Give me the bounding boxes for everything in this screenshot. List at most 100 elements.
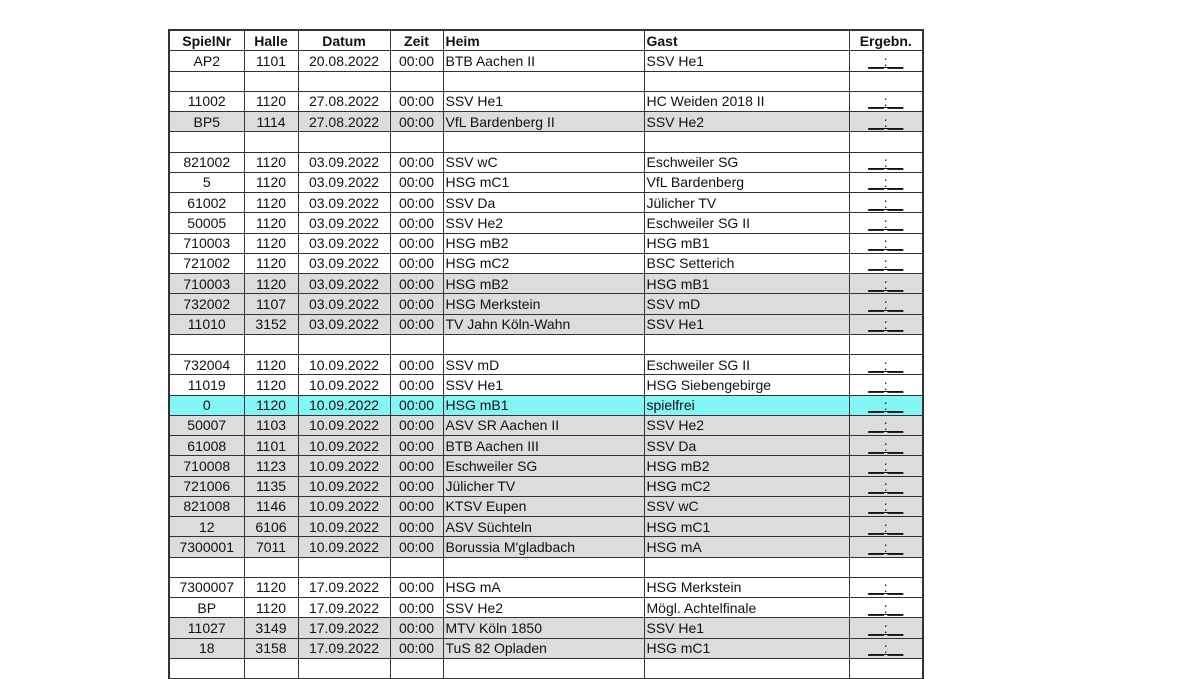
cell-datum: 10.09.2022	[297, 515, 391, 538]
table-row: 732004 1120 10.09.2022 00:00 SSV mD Eschweile…	[168, 353, 924, 376]
table-row: 7300001 7011 10.09.2022 00:00 Borussia M'gla…	[168, 536, 924, 558]
cell-halle: 1146	[243, 495, 299, 518]
cell-datum	[297, 70, 391, 92]
cell-ergebnis: __:__	[848, 495, 924, 518]
cell-heim: KTSV Eupen	[442, 495, 645, 518]
cell-heim: ASV SR Aachen II	[442, 414, 645, 437]
cell-gast: SSV mD	[643, 293, 850, 315]
cell-zeit	[389, 70, 444, 92]
cell-ergebnis: __:__	[848, 617, 924, 639]
cell-ergebnis: __:__	[848, 252, 924, 275]
cell-halle: 1120	[243, 272, 299, 295]
cell-ergebnis: __:__	[848, 536, 924, 558]
cell-datum: 10.09.2022	[297, 455, 391, 477]
cell-gast: HSG mA	[643, 536, 850, 558]
cell-heim	[442, 556, 645, 578]
cell-datum: 03.09.2022	[297, 191, 391, 214]
cell-datum: 27.08.2022	[297, 90, 391, 113]
cell-ergebnis: __:__	[848, 374, 924, 396]
table-row: 710003 1120 03.09.2022 00:00 HSG mB2 HSG mB1 _…	[168, 272, 924, 295]
cell-spielnr	[168, 131, 245, 153]
cell-spielnr: 710003	[168, 272, 245, 295]
cell-halle: 1114	[243, 110, 299, 133]
cell-gast: HSG mB2	[643, 455, 850, 477]
cell-heim: HSG mC1	[442, 171, 645, 194]
cell-ergebnis	[848, 131, 924, 153]
cell-zeit: 00:00	[389, 313, 444, 335]
cell-ergebnis: __:__	[848, 171, 924, 194]
blank-row	[168, 657, 924, 679]
cell-halle: 1107	[243, 293, 299, 315]
cell-halle: 1120	[243, 252, 299, 275]
cell-gast: Eschweiler SG II	[643, 353, 850, 376]
table-row: 11019 1120 10.09.2022 00:00 SSV He1 HSG Siebe…	[168, 374, 924, 396]
cell-halle: 1135	[243, 475, 299, 497]
table-row: 7300007 1120 17.09.2022 00:00 HSG mA HSG Merk…	[168, 576, 924, 599]
cell-zeit: 00:00	[389, 536, 444, 558]
table-row: 50007 1103 10.09.2022 00:00 ASV SR Aachen II…	[168, 414, 924, 437]
cell-spielnr: 721006	[168, 475, 245, 497]
cell-zeit: 00:00	[389, 374, 444, 396]
header-gast: Gast	[643, 29, 850, 52]
blank-row	[168, 70, 924, 92]
table-row: BP5 1114 27.08.2022 00:00 VfL Bardenberg II S…	[168, 110, 924, 133]
cell-gast	[643, 556, 850, 578]
cell-halle: 1123	[243, 455, 299, 477]
cell-gast: SSV wC	[643, 495, 850, 518]
cell-heim: TuS 82 Opladen	[442, 637, 645, 659]
cell-gast: SSV He2	[643, 414, 850, 437]
cell-gast	[643, 131, 850, 153]
cell-ergebnis: __:__	[848, 191, 924, 214]
cell-ergebnis: __:__	[848, 455, 924, 477]
cell-spielnr: 732004	[168, 353, 245, 376]
cell-heim: HSG Merkstein	[442, 293, 645, 315]
cell-zeit: 00:00	[389, 171, 444, 194]
cell-datum	[297, 131, 391, 153]
cell-ergebnis: __:__	[848, 576, 924, 599]
cell-gast: Mögl. Achtelfinale	[643, 596, 850, 619]
cell-ergebnis: __:__	[848, 434, 924, 457]
cell-ergebnis	[848, 70, 924, 92]
cell-zeit: 00:00	[389, 394, 444, 416]
cell-zeit	[389, 333, 444, 356]
table-row: 50005 1120 03.09.2022 00:00 SSV He2 Eschweile…	[168, 212, 924, 234]
table-row: 821002 1120 03.09.2022 00:00 SSV wC Eschweile…	[168, 151, 924, 173]
cell-spielnr: 61008	[168, 434, 245, 457]
cell-heim: SSV wC	[442, 151, 645, 173]
cell-ergebnis: __:__	[848, 475, 924, 497]
header-ergebnis: Ergebn.	[848, 29, 924, 52]
cell-zeit: 00:00	[389, 596, 444, 619]
schedule-table: SpielNr Halle Datum Zeit Heim Gast Ergeb…	[168, 29, 924, 679]
cell-gast: Eschweiler SG II	[643, 212, 850, 234]
cell-halle: 3152	[243, 313, 299, 335]
cell-spielnr: 821002	[168, 151, 245, 173]
cell-heim	[442, 131, 645, 153]
cell-halle: 1120	[243, 394, 299, 416]
cell-zeit: 00:00	[389, 637, 444, 659]
cell-datum: 10.09.2022	[297, 414, 391, 437]
cell-spielnr: 18	[168, 637, 245, 659]
cell-gast: HC Weiden 2018 II	[643, 90, 850, 113]
cell-spielnr: 12	[168, 515, 245, 538]
cell-gast: HSG Merkstein	[643, 576, 850, 599]
cell-ergebnis: __:__	[848, 50, 924, 72]
cell-gast: HSG Siebengebirge	[643, 374, 850, 396]
cell-heim: VfL Bardenberg II	[442, 110, 645, 133]
cell-halle: 1120	[243, 596, 299, 619]
cell-datum: 03.09.2022	[297, 212, 391, 234]
cell-datum: 10.09.2022	[297, 434, 391, 457]
cell-spielnr: 5	[168, 171, 245, 194]
cell-spielnr: 710003	[168, 232, 245, 254]
header-row: SpielNr Halle Datum Zeit Heim Gast Ergeb…	[168, 29, 924, 52]
cell-zeit	[389, 131, 444, 153]
cell-zeit: 00:00	[389, 455, 444, 477]
cell-datum: 17.09.2022	[297, 637, 391, 659]
table-row: 61008 1101 10.09.2022 00:00 BTB Aachen III SS…	[168, 434, 924, 457]
cell-heim: SSV He2	[442, 596, 645, 619]
table-row: 11027 3149 17.09.2022 00:00 MTV Köln 1850 SSV…	[168, 617, 924, 639]
cell-zeit	[389, 657, 444, 679]
header-datum: Datum	[297, 29, 391, 52]
cell-spielnr	[168, 556, 245, 578]
cell-heim: Eschweiler SG	[442, 455, 645, 477]
cell-heim: ASV Süchteln	[442, 515, 645, 538]
